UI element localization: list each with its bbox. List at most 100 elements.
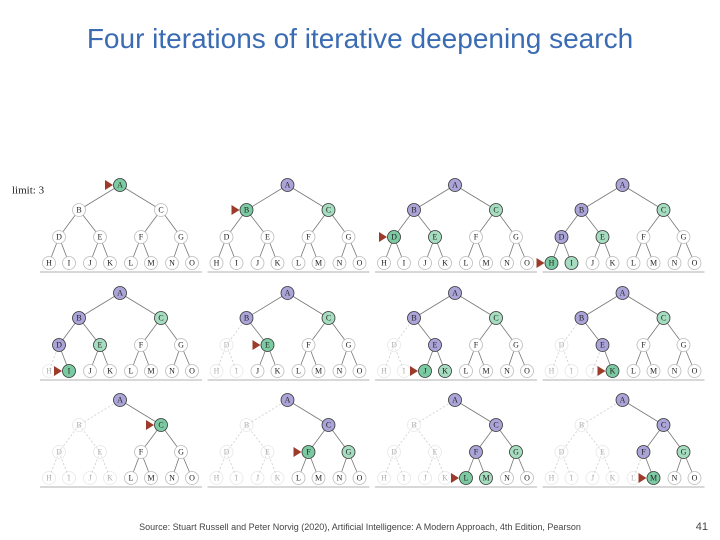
tree-edge (622, 292, 664, 319)
tree-edge (551, 344, 562, 372)
tree-edge (561, 424, 582, 453)
node-label: F (306, 447, 311, 456)
tree-node: M (479, 471, 493, 485)
node-circle (144, 364, 158, 378)
tree-node: M (646, 364, 661, 378)
node-circle (42, 256, 56, 270)
tree-edge (393, 424, 415, 453)
node-label: G (346, 232, 352, 241)
node-label: J (423, 473, 426, 482)
node-circle (83, 471, 97, 485)
tree-node: H (377, 364, 391, 378)
node-label: E (265, 340, 270, 349)
node-label: O (692, 366, 698, 375)
node-label: B (411, 420, 416, 429)
tree-node: L (291, 471, 306, 485)
node-circle (352, 364, 367, 378)
node-circle (448, 286, 462, 300)
node-circle (209, 471, 224, 485)
tree-node: M (144, 471, 158, 485)
node-circle (332, 364, 347, 378)
node-label: F (139, 340, 144, 349)
tree-node: E (595, 445, 610, 459)
node-label: G (346, 447, 352, 456)
tree-node: O (185, 364, 199, 378)
node-circle (301, 445, 316, 459)
node-circle (479, 364, 493, 378)
current-arrow (54, 366, 62, 376)
tree-node: O (687, 471, 702, 485)
tree-edge (78, 184, 121, 211)
tree-node: F (636, 230, 651, 244)
node-label: O (189, 473, 195, 482)
node-label: O (692, 258, 698, 267)
node-circle (229, 364, 244, 378)
node-label: B (244, 205, 249, 214)
tree-node: G (341, 338, 356, 352)
tree-node: D (52, 338, 66, 352)
node-label: G (178, 340, 184, 349)
tree-node: D (219, 445, 234, 459)
node-label: A (285, 395, 291, 404)
node-circle (646, 256, 661, 270)
node-label: C (661, 205, 666, 214)
node-circle (544, 364, 559, 378)
node-circle (626, 364, 641, 378)
current-arrow (536, 258, 545, 268)
node-circle (321, 311, 336, 325)
tree-node: F (469, 230, 483, 244)
tree-node: M (144, 364, 158, 378)
tree-panel: A B C D E F G H I J K L M N O (542, 393, 705, 488)
node-label: B (411, 205, 416, 214)
node-circle (301, 338, 316, 352)
node-label: J (423, 366, 426, 375)
node-label: F (139, 232, 144, 241)
node-circle (479, 256, 493, 270)
node-circle (165, 471, 179, 485)
tree-edge (58, 451, 70, 479)
slide-title: Four iterations of iterative deepening s… (87, 23, 633, 54)
node-circle (291, 364, 306, 378)
node-label: N (169, 258, 175, 267)
node-circle (574, 418, 589, 432)
node-circle (428, 338, 442, 352)
node-label: O (189, 366, 195, 375)
tree-node: I (397, 364, 411, 378)
tree-panel: A B C D E F G H I J K L M N O (207, 286, 370, 381)
node-circle (667, 364, 682, 378)
node-label: N (672, 366, 678, 375)
tree-node: G (174, 445, 188, 459)
tree-node: I (54, 364, 76, 378)
tree-panel: A B C D E F G H I J K L M N O (207, 393, 370, 488)
tree-edge (393, 344, 405, 372)
node-circle (113, 393, 127, 407)
tree-node: I (229, 364, 244, 378)
node-circle (595, 230, 610, 244)
tree-node: F (636, 445, 651, 459)
node-circle (615, 178, 630, 192)
tree-node: J (418, 256, 432, 270)
node-label: F (641, 232, 646, 241)
node-label: G (178, 232, 184, 241)
tree-panel: A B C D E F G H I J K L M N O (375, 286, 537, 381)
node-label: H (214, 366, 220, 375)
node-circle (605, 256, 620, 270)
node-circle (615, 393, 630, 407)
node-circle (134, 338, 148, 352)
tree-node: J (83, 364, 97, 378)
node-circle (62, 364, 76, 378)
tree-edge (78, 399, 121, 426)
node-circle (656, 203, 671, 217)
tree-node: E (595, 230, 610, 244)
tree-edge (216, 451, 227, 479)
tree-node: E (93, 230, 107, 244)
node-circle (459, 471, 473, 485)
node-circle (564, 471, 579, 485)
tree-node: A (615, 286, 630, 300)
node-circle (646, 364, 661, 378)
node-circle (595, 338, 610, 352)
tree-panel: A B C D E F G H I J K L M N O (542, 286, 705, 381)
tree-node: H (209, 256, 224, 270)
node-label: L (631, 258, 636, 267)
tree-node: M (638, 471, 661, 485)
